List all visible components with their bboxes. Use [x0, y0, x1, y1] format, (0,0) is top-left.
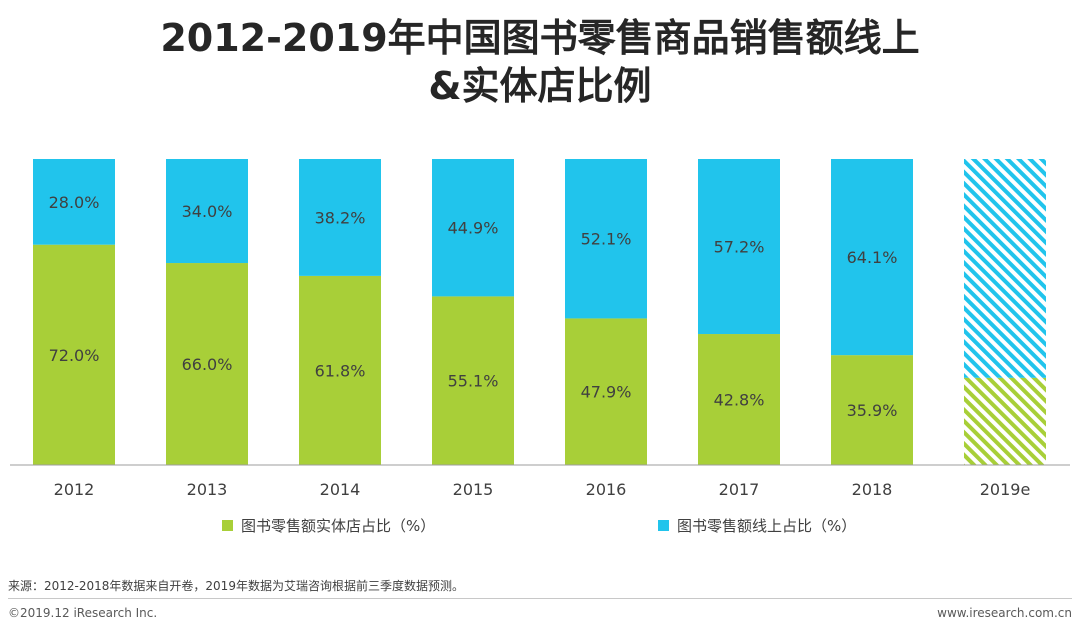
data-label-online-2012: 28.0% [49, 193, 100, 212]
bar-online-2013 [166, 159, 248, 264]
chart-title-line-1: 2012-2019年中国图书零售商品销售额线上 [160, 16, 920, 60]
data-label-offline-2015: 55.1% [448, 372, 499, 391]
x-tick-label-2015: 2015 [453, 480, 494, 499]
stacked-bar-chart: 72.0% 28.0% 66.0% 34.0% 61.8% 38.2% 55.1% 44.9%… [10, 159, 1070, 499]
legend-item-offline: 图书零售额实体店占比（%） [222, 515, 435, 536]
x-tick-label-2012: 2012 [54, 480, 95, 499]
bar-offline-2013 [166, 263, 248, 465]
bar-offline-2017 [698, 334, 780, 465]
legend-label-online: 图书零售额线上占比（%） [677, 517, 857, 535]
copyright: ©2019.12 iResearch Inc. [8, 606, 158, 620]
data-label-offline-2013: 66.0% [182, 355, 233, 374]
data-label-online-2013: 34.0% [182, 202, 233, 221]
bar-online-2017 [698, 159, 780, 335]
data-label-online-2018: 64.1% [847, 248, 898, 267]
data-label-offline-2016: 47.9% [581, 383, 632, 402]
bar-online-2018 [831, 159, 913, 356]
bar-offline-2019e [964, 377, 1046, 465]
chart-title: 2012-2019年中国图书零售商品销售额线上 &实体店比例 [0, 14, 1080, 110]
x-tick-label-2013: 2013 [187, 480, 228, 499]
footer-divider [8, 598, 1072, 599]
data-label-offline-2018: 35.9% [847, 401, 898, 420]
bar-offline-2015 [432, 296, 514, 465]
legend-swatch-offline [222, 520, 233, 531]
x-tick-label-2017: 2017 [719, 480, 760, 499]
data-label-online-2016: 52.1% [581, 230, 632, 249]
bar-online-2019e [964, 159, 1046, 378]
data-label-offline-2017: 42.8% [714, 391, 765, 410]
legend-swatch-online [658, 520, 669, 531]
chart-title-line-2: &实体店比例 [428, 64, 652, 108]
bar-online-2014 [299, 159, 381, 276]
bar-online-2015 [432, 159, 514, 297]
bar-online-2012 [33, 159, 115, 245]
data-label-online-2014: 38.2% [315, 208, 366, 227]
legend-item-online: 图书零售额线上占比（%） [658, 515, 856, 536]
bar-offline-2012 [33, 244, 115, 465]
bar-offline-2018 [831, 355, 913, 465]
data-label-offline-2014: 61.8% [315, 361, 366, 380]
data-label-online-2017: 57.2% [714, 238, 765, 257]
legend-label-offline: 图书零售额实体店占比（%） [241, 517, 436, 535]
x-tick-label-2018: 2018 [852, 480, 893, 499]
bar-online-2016 [565, 159, 647, 319]
bar-offline-2016 [565, 318, 647, 465]
x-tick-label-2014: 2014 [320, 480, 361, 499]
source-note: 来源：2012-2018年数据来自开卷，2019年数据为艾瑞咨询根据前三季度数据… [8, 579, 464, 593]
bar-offline-2014 [299, 275, 381, 465]
data-label-online-2015: 44.9% [448, 219, 499, 238]
website-link[interactable]: www.iresearch.com.cn [937, 606, 1072, 620]
x-tick-label-2016: 2016 [586, 480, 627, 499]
data-label-offline-2012: 72.0% [49, 346, 100, 365]
x-tick-label-2019e: 2019e [980, 480, 1031, 499]
